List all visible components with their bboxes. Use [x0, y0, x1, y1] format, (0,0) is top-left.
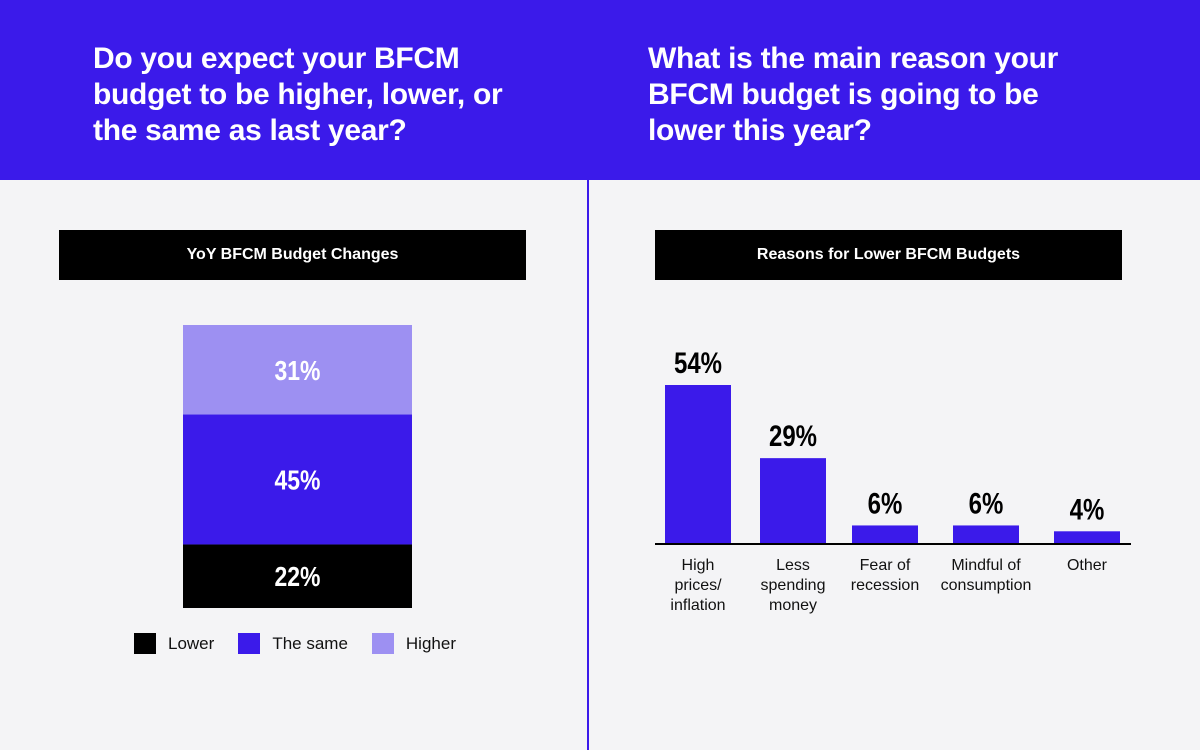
bar-3 — [953, 525, 1019, 543]
bar-0 — [665, 385, 731, 543]
legend-label-higher: Higher — [405, 633, 456, 653]
x-tick-label-1: Less spending money — [738, 556, 848, 616]
bar-value-label-1: 29% — [769, 419, 817, 453]
legend-item-same: The same — [238, 633, 348, 654]
x-tick-label-line: recession — [850, 577, 920, 594]
header-banner: Do you expect your BFCM budget to be hig… — [0, 0, 1200, 180]
bar-2 — [852, 525, 918, 543]
stacked-label-the-same: 45% — [275, 465, 321, 496]
bar-value-label-4: 4% — [1070, 492, 1105, 526]
legend-swatch-same — [238, 633, 261, 654]
legend-label-lower: Lower — [168, 633, 215, 653]
x-tick-label-line: consumption — [940, 577, 1032, 594]
legend-item-higher: Higher — [371, 633, 456, 654]
legend-swatch-lower — [134, 633, 156, 654]
legend-item-lower: Lower — [134, 633, 214, 654]
question-right: What is the main reason your BFCM budget… — [648, 42, 1059, 147]
legend-swatch-higher — [371, 633, 394, 654]
x-tick-label-line: prices/ — [674, 577, 722, 594]
stacked-label-higher: 31% — [275, 356, 321, 387]
stacked-segment-lower — [183, 544, 412, 608]
legend-label-same: The same — [272, 633, 348, 653]
stacked-label-lower: 22% — [275, 562, 321, 593]
x-tick-label-3: Mindful of consumption — [931, 556, 1041, 596]
x-tick-label-4: Other — [1032, 556, 1142, 576]
x-tick-label-line: Other — [1066, 557, 1107, 574]
chart-title-budget-changes: YoY BFCM Budget Changes — [59, 230, 526, 280]
legend-budget-changes: Lower The same Higher — [134, 633, 480, 654]
stacked-segment-the-same — [183, 414, 412, 545]
bar-value-label-3: 6% — [969, 486, 1004, 520]
chart-title-lower-reasons: Reasons for Lower BFCM Budgets — [655, 230, 1122, 280]
stacked-segment-higher — [183, 325, 412, 415]
x-tick-label-line: Fear of — [859, 557, 911, 574]
bar-4 — [1054, 531, 1120, 543]
bar-value-label-0: 54% — [674, 345, 722, 379]
x-tick-label-line: Less — [776, 557, 810, 574]
x-tick-label-line: money — [768, 597, 818, 614]
x-tick-label-line: Mindful of — [951, 557, 1021, 574]
panel-divider — [587, 180, 589, 750]
x-tick-label-2: Fear of recession — [830, 556, 940, 596]
question-left: Do you expect your BFCM budget to be hig… — [93, 42, 503, 147]
x-tick-label-line: inflation — [670, 597, 726, 614]
x-tick-label-0: High prices/inflation — [643, 556, 753, 616]
bar-value-label-2: 6% — [868, 486, 903, 520]
bar-1 — [760, 458, 826, 543]
x-tick-label-line: High — [681, 557, 715, 574]
x-tick-label-line: spending — [760, 577, 826, 594]
